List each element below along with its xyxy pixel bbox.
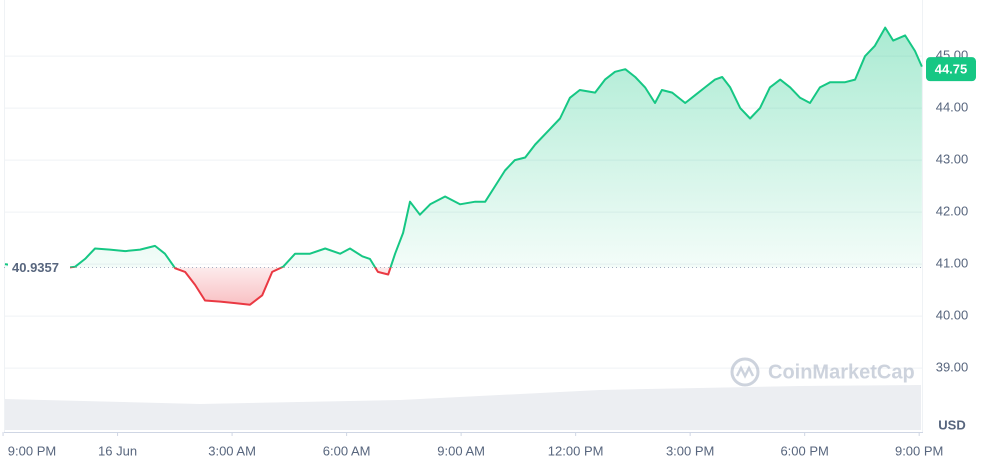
reference-label: 40.9357 [12, 260, 59, 275]
y-tick-label: 44.00 [936, 100, 969, 115]
current-price-badge [926, 57, 976, 82]
x-tick-label: 6:00 PM [780, 443, 828, 458]
x-tick-label: 9:00 PM [895, 443, 943, 458]
reference-label-bg [8, 257, 70, 278]
y-tick-label: 42.00 [936, 204, 969, 219]
x-tick-label: 16 Jun [98, 443, 137, 458]
x-tick-label: 9:00 AM [437, 443, 485, 458]
price-line [4, 26, 923, 306]
current-price-label: 44.75 [935, 62, 968, 77]
x-tick-label: 3:00 AM [208, 443, 256, 458]
watermark-logo-mark [735, 365, 755, 379]
y-tick-label: 40.00 [936, 308, 969, 323]
x-tick-label: 3:00 PM [666, 443, 714, 458]
y-axis-unit: USD [938, 417, 965, 432]
x-tick-label: 6:00 AM [323, 443, 371, 458]
watermark: CoinMarketCap [730, 357, 915, 387]
price-area [4, 27, 922, 305]
volume-area [4, 385, 921, 430]
watermark-logo [730, 357, 760, 387]
x-tick-label: 12:00 PM [548, 443, 604, 458]
y-tick-label: 41.00 [936, 256, 969, 271]
y-tick-label: 39.00 [936, 360, 969, 375]
watermark-text: CoinMarketCap [768, 361, 915, 383]
y-tick-label: 43.00 [936, 152, 969, 167]
x-tick-label: 9:00 PM [8, 443, 56, 458]
